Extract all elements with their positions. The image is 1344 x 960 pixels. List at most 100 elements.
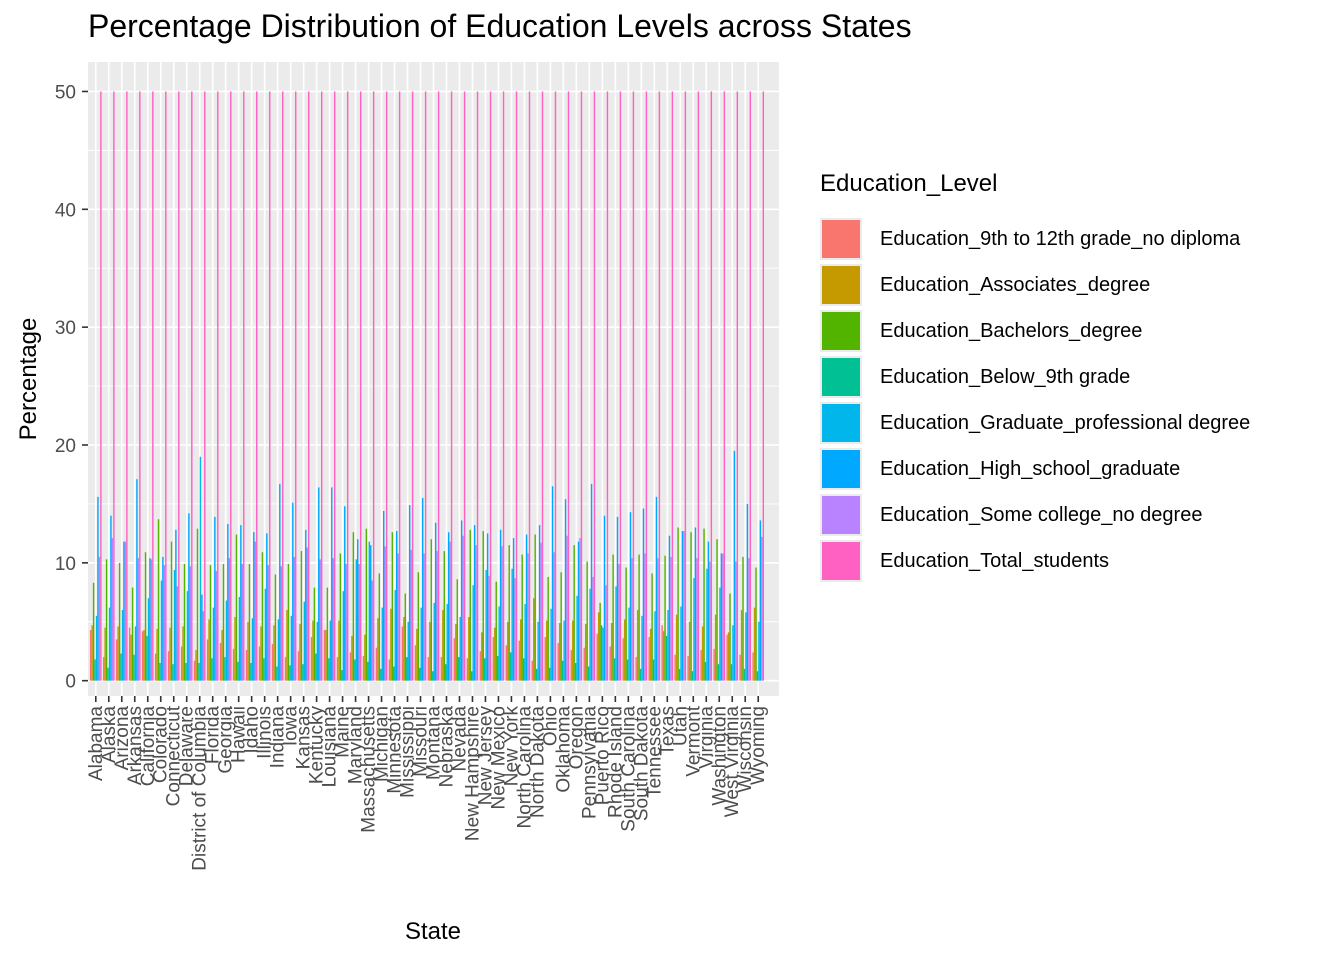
- bar: [752, 652, 754, 681]
- bar: [104, 627, 106, 681]
- bar: [547, 576, 549, 681]
- bar: [227, 523, 229, 681]
- bar: [273, 625, 275, 681]
- bar: [740, 609, 743, 681]
- bar: [332, 558, 334, 681]
- bar: [629, 512, 632, 681]
- bar: [162, 556, 164, 681]
- legend-swatch: [822, 496, 860, 534]
- bar: [681, 531, 684, 681]
- bar: [391, 532, 394, 681]
- bar: [346, 91, 349, 681]
- bar: [618, 564, 620, 681]
- bar: [717, 664, 720, 681]
- bar: [136, 479, 138, 681]
- bar: [551, 486, 554, 681]
- bar: [160, 580, 163, 681]
- bar: [336, 657, 339, 681]
- bar: [574, 663, 577, 681]
- bar: [383, 510, 385, 681]
- bar: [267, 565, 269, 681]
- bar: [560, 572, 562, 681]
- bar: [276, 666, 278, 681]
- bar: [756, 671, 759, 681]
- bar: [137, 558, 140, 681]
- bar: [390, 608, 392, 681]
- bar: [652, 659, 655, 681]
- bar: [300, 551, 303, 681]
- bar: [178, 91, 180, 681]
- bar: [488, 575, 490, 681]
- bar: [240, 525, 242, 681]
- bar: [354, 659, 356, 681]
- bar: [287, 564, 290, 681]
- bar: [619, 91, 622, 681]
- bar: [584, 624, 587, 681]
- bar: [525, 534, 528, 681]
- x-tick-label: North Dakota: [527, 706, 548, 818]
- bar: [331, 487, 333, 681]
- x-tick-label: Massachusetts: [359, 706, 380, 833]
- bar: [639, 668, 642, 681]
- bar: [146, 635, 148, 681]
- legend-item: Education_Below_9th grade: [820, 354, 1130, 400]
- legend-label: Education_Some college_no degree: [880, 503, 1203, 526]
- bar: [328, 658, 330, 681]
- bar: [157, 519, 160, 681]
- bar: [250, 663, 252, 681]
- bar: [502, 91, 505, 681]
- bar: [362, 655, 365, 681]
- bar: [113, 91, 115, 681]
- bar: [505, 645, 508, 681]
- bar: [662, 631, 665, 681]
- bar: [469, 529, 471, 681]
- bar: [385, 91, 388, 681]
- bar: [495, 581, 497, 681]
- bar: [141, 631, 144, 681]
- bar: [714, 614, 717, 681]
- bar: [299, 624, 301, 681]
- bar: [214, 516, 216, 681]
- legend-label: Education_Total_students: [880, 549, 1110, 572]
- bar: [245, 650, 248, 681]
- bar: [319, 559, 321, 681]
- y-tick-label: 0: [65, 672, 76, 693]
- bar: [762, 91, 765, 681]
- x-tick-label: Georgia: [216, 706, 237, 774]
- x-tick-label: Hawaii: [229, 706, 250, 763]
- bar: [147, 598, 150, 681]
- bar: [175, 529, 177, 681]
- bar: [696, 558, 698, 681]
- bar: [107, 667, 109, 681]
- bar: [612, 554, 614, 681]
- bar: [753, 607, 756, 681]
- bar: [232, 648, 235, 681]
- bar: [247, 621, 249, 681]
- bar: [531, 660, 533, 681]
- bar: [302, 664, 304, 681]
- bar: [297, 651, 300, 681]
- bar: [254, 541, 256, 681]
- bar: [238, 597, 241, 681]
- bar: [124, 541, 127, 681]
- bar: [664, 555, 666, 681]
- bar: [704, 661, 707, 681]
- bar: [97, 496, 99, 681]
- bar: [117, 626, 119, 681]
- grid-lines: [88, 62, 779, 696]
- bar: [326, 587, 329, 681]
- bar: [684, 91, 687, 681]
- bar: [196, 528, 199, 681]
- legend-label: Education_9th to 12th grade_no diploma: [880, 227, 1241, 250]
- legend-item: Education_Associates_degree: [820, 262, 1150, 308]
- bar: [691, 671, 694, 681]
- bar: [293, 556, 295, 681]
- bar: [167, 651, 170, 681]
- bar: [445, 664, 447, 681]
- legend-key: [820, 218, 862, 260]
- bar: [208, 619, 210, 681]
- bar: [492, 637, 495, 681]
- legend-swatch: [822, 312, 860, 350]
- bar: [758, 621, 760, 681]
- bar: [561, 660, 564, 681]
